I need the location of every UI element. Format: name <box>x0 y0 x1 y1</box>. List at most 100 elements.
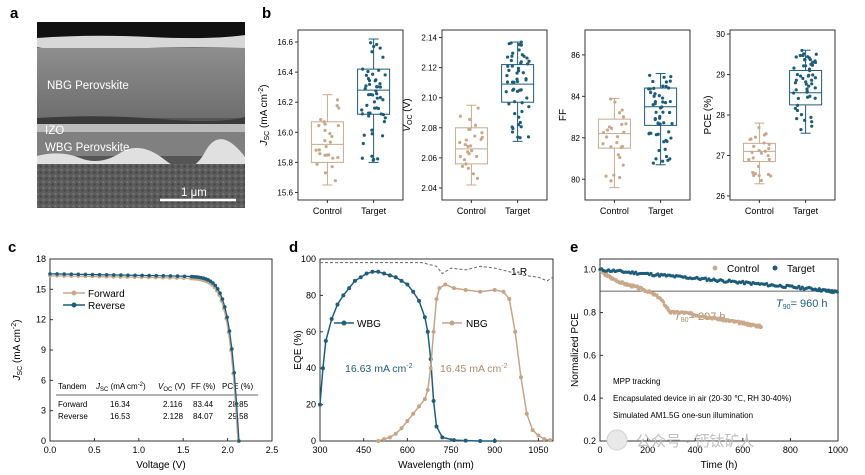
wbg-eqe-point <box>335 302 340 307</box>
data-point <box>805 89 809 94</box>
layer-label-wbg: WBG Perovskite <box>45 142 129 154</box>
data-point <box>360 108 364 112</box>
data-point <box>378 46 382 50</box>
wbg-eqe-point <box>478 439 483 443</box>
wbg-eqe-point <box>376 269 381 274</box>
boxplot-jsc: JSC (mA cm-2) 15.6 15.8 16.0 16.2 16.4 16.6 Co… <box>258 29 404 216</box>
wbg-eqe-point <box>364 271 369 276</box>
wbg-eqe-point <box>352 278 357 283</box>
data-point <box>609 97 613 101</box>
data-point <box>371 72 375 76</box>
data-point <box>505 80 510 84</box>
jv-point <box>147 273 152 278</box>
data-point <box>509 58 513 63</box>
y-tick-label: 2.06 <box>421 154 437 163</box>
data-point <box>365 103 369 108</box>
x-tick-label-control: Control <box>313 206 342 216</box>
jv-point <box>90 272 95 277</box>
data-point <box>810 78 814 82</box>
data-point <box>648 87 652 91</box>
data-point <box>811 73 815 77</box>
data-point <box>373 79 377 83</box>
data-point <box>667 86 671 90</box>
data-point <box>668 79 672 83</box>
data-point <box>621 115 626 119</box>
y-tick-label: 0.6 <box>583 350 596 360</box>
table-row-forward-ff: 83.44 <box>193 400 214 409</box>
data-point <box>658 114 662 119</box>
data-point <box>651 79 655 84</box>
wbg-eqe-point <box>382 271 387 276</box>
nbg-eqe-point <box>417 404 422 409</box>
x-axis-label: Time (h) <box>701 460 738 471</box>
box-target <box>789 69 823 106</box>
boxplot-voc: VOC (V) 2.04 2.06 2.08 2.10 2.12 2.14 Control T… <box>402 29 548 216</box>
data-point <box>468 127 472 131</box>
data-point <box>604 135 609 139</box>
one-minus-r-line <box>320 262 554 282</box>
nbg-eqe-point <box>501 289 506 294</box>
data-point <box>669 75 673 79</box>
y-tick-label: 15.8 <box>277 158 293 167</box>
data-point <box>507 102 511 106</box>
data-point <box>813 96 817 100</box>
table-row-reverse-pce: 29.58 <box>228 412 249 421</box>
jv-point <box>227 329 232 333</box>
data-point <box>810 124 814 128</box>
jv-point <box>230 347 234 351</box>
data-point <box>381 55 385 59</box>
data-point <box>335 104 339 108</box>
jv-point <box>234 401 239 406</box>
data-point <box>668 157 672 161</box>
data-point <box>367 114 371 118</box>
data-point <box>651 103 655 107</box>
legend-forward: Forward <box>88 289 125 300</box>
nbg-eqe-point <box>382 437 387 442</box>
data-point <box>807 73 811 77</box>
y-tick-label: 28 <box>716 111 725 120</box>
control-stability-point <box>635 284 640 288</box>
data-point <box>800 48 804 53</box>
t90-annotation: T90= 960 h <box>776 298 828 311</box>
box-target <box>501 64 535 103</box>
x-tick-label: 2.5 <box>266 445 279 455</box>
layer-label-nbg: NBG Perovskite <box>47 80 129 92</box>
data-point <box>766 172 771 177</box>
legend-reverse: Reverse <box>88 301 126 312</box>
jv-point <box>76 272 81 277</box>
data-point <box>516 135 520 139</box>
data-point <box>333 179 338 183</box>
wbg-eqe-point <box>451 438 456 443</box>
jv-point <box>104 273 109 277</box>
data-point <box>479 137 483 141</box>
wbg-eqe-point <box>431 398 436 403</box>
data-point <box>667 130 671 134</box>
data-point <box>794 55 798 59</box>
target-stability-point <box>741 279 745 283</box>
data-point <box>366 77 371 81</box>
data-point <box>806 95 810 99</box>
data-point <box>370 132 374 136</box>
wbg-eqe-point <box>440 435 445 440</box>
nbg-eqe-point <box>443 282 448 287</box>
y-tick-label: 20 <box>306 400 316 410</box>
table-row-reverse-voc: 2.128 <box>163 412 184 421</box>
data-point <box>330 165 334 169</box>
data-point <box>648 90 653 95</box>
data-point <box>795 72 800 77</box>
data-point <box>323 153 327 157</box>
data-point <box>519 40 523 44</box>
jv-point <box>161 274 166 278</box>
data-point <box>464 138 468 142</box>
nbg-eqe-point <box>393 431 398 436</box>
table-row-forward-pce: 28.85 <box>228 400 249 409</box>
data-point <box>621 163 625 167</box>
layer-label-izo: IZO <box>45 125 64 137</box>
table-row-forward-voc: 2.116 <box>163 400 183 409</box>
data-point <box>793 81 798 85</box>
data-point <box>525 96 529 100</box>
data-point <box>462 158 467 162</box>
data-point <box>652 86 656 90</box>
jv-point <box>215 287 220 291</box>
wbg-eqe-point <box>329 317 334 322</box>
